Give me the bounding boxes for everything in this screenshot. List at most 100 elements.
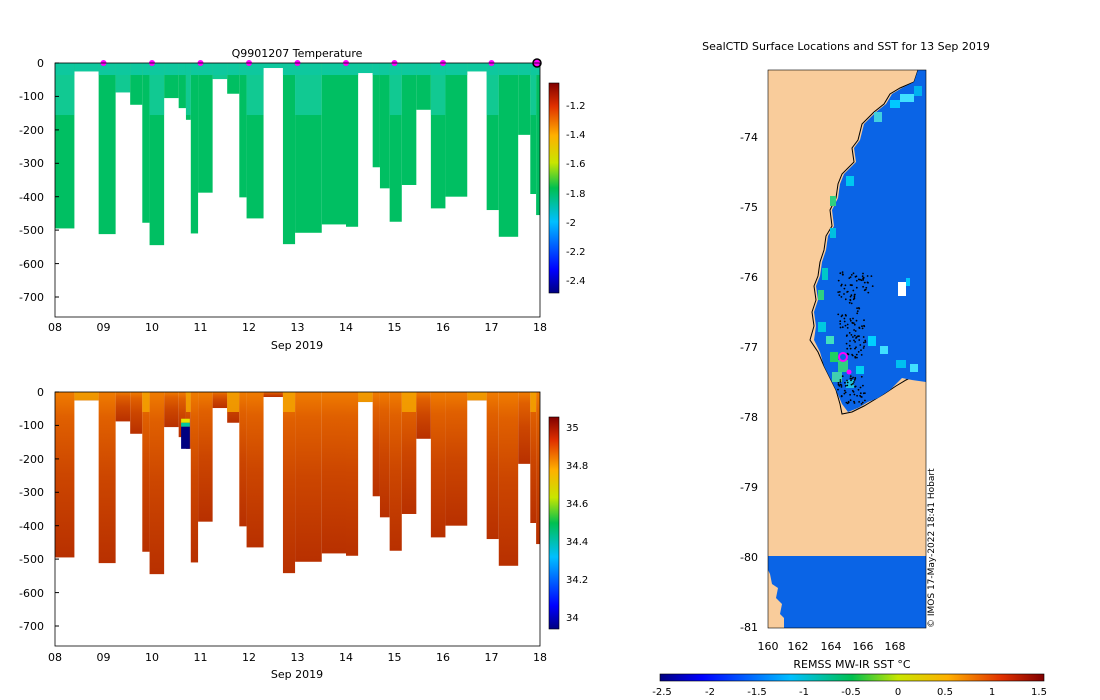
track-point bbox=[843, 392, 846, 395]
salinity-fresh-surface bbox=[530, 392, 537, 412]
temperature-surface-layer bbox=[430, 63, 446, 75]
seal-track-points bbox=[837, 271, 874, 405]
track-point bbox=[862, 336, 865, 338]
lat-tick-label: -75 bbox=[740, 201, 758, 214]
track-point bbox=[850, 334, 853, 336]
x-tick-label: 13 bbox=[291, 321, 305, 334]
track-point bbox=[850, 377, 853, 380]
track-point bbox=[853, 329, 855, 331]
colorbar-tick: 1.5 bbox=[1031, 687, 1047, 698]
salinity-fresh-surface bbox=[185, 392, 191, 412]
salinity-profile-column bbox=[98, 392, 116, 564]
track-point bbox=[854, 347, 856, 350]
colorbar-tick: 34.4 bbox=[566, 537, 588, 548]
temperature-profile-column bbox=[401, 63, 417, 185]
salinity-profile-column bbox=[445, 392, 468, 526]
track-point bbox=[849, 377, 852, 380]
track-point bbox=[854, 275, 857, 278]
track-point bbox=[850, 274, 853, 276]
track-point bbox=[844, 324, 847, 327]
salinity-panel: 0 -100 -200 -300 -400 -500 -600 -700 08 … bbox=[19, 386, 588, 681]
track-point bbox=[861, 327, 864, 330]
temperature-surface-layer bbox=[467, 63, 487, 72]
salinity-axes-frame bbox=[54, 391, 541, 647]
salinity-profile-column bbox=[536, 392, 540, 545]
temperature-surface-layer bbox=[486, 63, 499, 75]
temperature-profiles bbox=[55, 63, 540, 246]
temperature-surface-layer bbox=[198, 63, 213, 75]
y-tick-label: -600 bbox=[19, 587, 44, 600]
y-tick-label: -400 bbox=[19, 191, 44, 204]
track-point bbox=[849, 318, 852, 320]
x-tick-label: 09 bbox=[97, 651, 111, 664]
colorbar-tick: 0 bbox=[895, 687, 901, 698]
temperature-surface-layer bbox=[536, 63, 540, 75]
temperature-surface-layer bbox=[164, 63, 179, 75]
ocean-sst-region bbox=[814, 70, 926, 412]
salinity-profile-column bbox=[346, 392, 359, 556]
salinity-profile-column bbox=[372, 392, 380, 497]
track-point bbox=[852, 322, 855, 324]
temperature-surface-layer bbox=[190, 63, 199, 75]
lon-tick-label: 166 bbox=[853, 640, 874, 653]
salinity-profile-column bbox=[164, 392, 179, 428]
x-tick-label: 08 bbox=[48, 651, 62, 664]
track-point bbox=[858, 339, 861, 341]
track-point bbox=[849, 399, 852, 402]
track-point bbox=[854, 330, 857, 332]
temperature-profile-column bbox=[282, 63, 296, 245]
track-point bbox=[837, 279, 840, 282]
track-point bbox=[844, 284, 847, 287]
temperature-subsurface-layer bbox=[185, 75, 191, 115]
credit-text: © IMOS 17-May-2022 18:41 Hobart bbox=[927, 468, 937, 628]
track-point bbox=[863, 341, 865, 344]
track-point bbox=[866, 281, 869, 284]
salinity-profile-column bbox=[55, 392, 75, 558]
track-point bbox=[840, 386, 843, 388]
track-point bbox=[855, 286, 858, 289]
track-point bbox=[857, 335, 859, 338]
track-point bbox=[854, 293, 856, 296]
temperature-profile-column bbox=[190, 63, 199, 234]
y-tick-label: -200 bbox=[19, 124, 44, 137]
temperature-surface-layer bbox=[416, 63, 431, 75]
track-point bbox=[859, 278, 861, 281]
track-point bbox=[851, 389, 854, 392]
track-point bbox=[844, 381, 846, 384]
x-tick-label: 17 bbox=[485, 321, 499, 334]
temperature-surface-layer bbox=[55, 63, 75, 75]
x-tick-label: 14 bbox=[339, 321, 353, 334]
temperature-surface-layer bbox=[282, 63, 296, 75]
temperature-profile-column bbox=[198, 63, 213, 193]
temperature-surface-layer bbox=[149, 63, 165, 75]
track-point bbox=[841, 273, 844, 275]
temperature-profile-column bbox=[372, 63, 380, 168]
colorbar-tick: -1.6 bbox=[566, 159, 586, 170]
salinity-anomaly-cell bbox=[181, 422, 190, 427]
salinity-profile-column bbox=[416, 392, 431, 439]
colorbar-tick: 35 bbox=[566, 423, 579, 434]
track-point bbox=[855, 337, 857, 339]
track-point bbox=[857, 388, 860, 391]
track-point bbox=[849, 375, 852, 377]
salinity-profile-column bbox=[190, 392, 199, 563]
track-point bbox=[853, 339, 855, 342]
track-point bbox=[837, 388, 839, 391]
salinity-y-ticks: 0 -100 -200 -300 -400 -500 -600 -700 bbox=[19, 386, 59, 633]
track-point bbox=[862, 384, 864, 387]
current-location-marker bbox=[838, 352, 848, 362]
colorbar-tick: -2.2 bbox=[566, 247, 586, 258]
temperature-profile-column bbox=[239, 63, 247, 198]
temperature-profile-column bbox=[98, 63, 116, 235]
y-tick-label: 0 bbox=[37, 57, 44, 70]
temperature-surface-layer bbox=[358, 63, 373, 74]
salinity-profile-column bbox=[149, 392, 165, 575]
track-point bbox=[856, 394, 858, 397]
track-point bbox=[855, 319, 858, 322]
x-tick-label: 15 bbox=[388, 321, 402, 334]
salinity-profile-column bbox=[115, 392, 131, 422]
colorbar-tick: -2 bbox=[705, 687, 715, 698]
y-tick-label: -600 bbox=[19, 258, 44, 271]
colorbar-tick: -1.8 bbox=[566, 189, 586, 200]
track-point bbox=[858, 401, 860, 403]
